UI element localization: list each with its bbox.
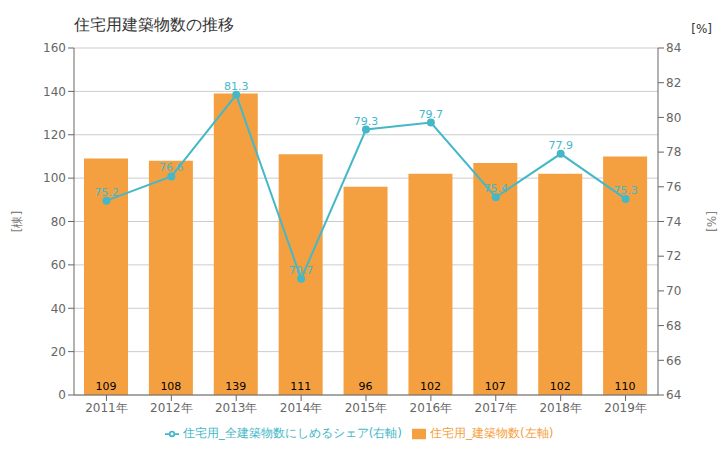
html-text:住宅用_全建築物数にしめるシェア(右軸): 住宅用_全建築物数にしめるシェア(右軸): [182, 426, 402, 440]
svg-text:82: 82: [666, 76, 681, 90]
svg-text:70: 70: [666, 284, 681, 298]
svg-text:74: 74: [666, 215, 681, 229]
svg-text:76: 76: [666, 180, 681, 194]
svg-text:102: 102: [420, 380, 441, 393]
svg-text:76.6: 76.6: [159, 161, 184, 174]
svg-text:64: 64: [666, 388, 681, 402]
svg-text:40: 40: [51, 302, 66, 316]
svg-text:72: 72: [666, 249, 681, 263]
svg-text:[%]: [%]: [704, 211, 718, 232]
svg-text:107: 107: [485, 380, 506, 393]
svg-text:[棟]: [棟]: [10, 211, 24, 232]
svg-text:111: 111: [290, 380, 311, 393]
svg-text:2019年: 2019年: [604, 401, 647, 415]
svg-text:84: 84: [666, 41, 681, 55]
svg-text:109: 109: [96, 380, 117, 393]
svg-text:2017年: 2017年: [475, 401, 518, 415]
svg-text:120: 120: [43, 128, 66, 142]
svg-text:75.3: 75.3: [613, 184, 638, 197]
svg-text:75.2: 75.2: [94, 186, 119, 199]
svg-text:160: 160: [43, 41, 66, 55]
svg-text:140: 140: [43, 85, 66, 99]
svg-text:2013年: 2013年: [215, 401, 258, 415]
svg-text:68: 68: [666, 319, 681, 333]
svg-text:81.3: 81.3: [224, 80, 249, 93]
svg-text:2012年: 2012年: [150, 401, 193, 415]
svg-text:66: 66: [666, 354, 681, 368]
svg-text:80: 80: [666, 111, 681, 125]
svg-text:20: 20: [51, 345, 66, 359]
svg-text:79.3: 79.3: [354, 115, 379, 128]
svg-text:2015年: 2015年: [345, 401, 388, 415]
svg-text:100: 100: [43, 171, 66, 185]
svg-text:0: 0: [58, 388, 66, 402]
svg-text:70.7: 70.7: [289, 264, 314, 277]
svg-text:60: 60: [51, 258, 66, 272]
svg-text:108: 108: [160, 380, 181, 393]
svg-text:75.4: 75.4: [484, 182, 509, 195]
svg-text:77.9: 77.9: [548, 139, 573, 152]
svg-text:2018年: 2018年: [539, 401, 582, 415]
svg-text:139: 139: [225, 380, 246, 393]
svg-text:78: 78: [666, 145, 681, 159]
svg-text:2016年: 2016年: [410, 401, 453, 415]
svg-text:102: 102: [550, 380, 571, 393]
svg-text:96: 96: [359, 380, 373, 393]
svg-text:2014年: 2014年: [280, 401, 323, 415]
svg-text:110: 110: [615, 380, 636, 393]
svg-text:80: 80: [51, 215, 66, 229]
svg-text:79.7: 79.7: [419, 108, 444, 121]
svg-text:2011年: 2011年: [85, 401, 128, 415]
html-text:住宅用建築物数の推移: 住宅用建築物数の推移: [74, 15, 234, 34]
html-text:住宅用_建築物数(左軸): 住宅用_建築物数(左軸): [430, 426, 554, 440]
